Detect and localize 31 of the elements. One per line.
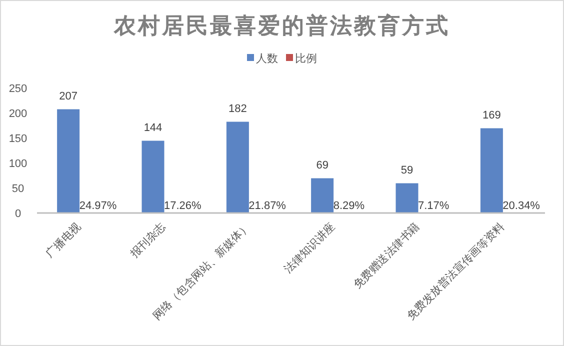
bar <box>142 140 164 214</box>
y-tick-label: 50 <box>12 183 24 195</box>
data-label: 144 <box>144 122 162 134</box>
bar <box>311 178 334 214</box>
legend-label: 人数 <box>256 53 278 65</box>
bar <box>396 183 418 214</box>
bar <box>480 128 503 214</box>
legend-label: 比例 <box>295 52 317 65</box>
bar <box>226 122 249 214</box>
y-tick-label: 200 <box>8 108 28 120</box>
y-tick-label: 0 <box>14 208 22 220</box>
y-tick-label: 100 <box>8 158 28 170</box>
x-tick-label: 报刊杂志 <box>127 220 168 261</box>
chart-title: 农村居民最喜爱的普法教育方式 <box>113 13 450 38</box>
data-label: 69 <box>316 160 328 172</box>
data-label: 8.29% <box>333 200 365 212</box>
x-tick-label: 法律知识讲座 <box>282 220 338 276</box>
y-tick-label: 150 <box>8 133 28 145</box>
x-tick-label: 广播电视 <box>43 220 84 260</box>
data-label: 59 <box>400 164 414 176</box>
bar <box>57 109 80 214</box>
data-label: 24.97% <box>79 200 117 212</box>
data-label: 207 <box>59 90 78 102</box>
data-label: 17.26% <box>164 200 202 212</box>
data-label: 182 <box>228 103 247 115</box>
y-tick-label: 250 <box>8 83 28 95</box>
data-label: 7.17% <box>418 200 450 212</box>
data-label: 169 <box>482 110 501 122</box>
x-tick-label: 免费赠送法律书籍 <box>350 220 422 292</box>
data-label: 20.34% <box>502 200 540 212</box>
data-label: 21.87% <box>248 200 286 212</box>
